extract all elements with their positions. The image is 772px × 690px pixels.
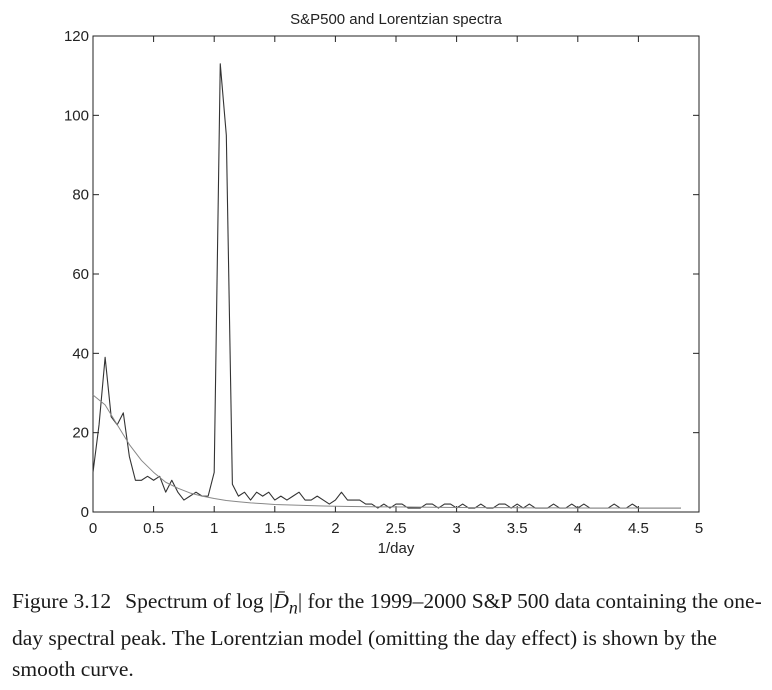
figure-caption: Figure 3.12 Spectrum of log |D̄n| for the… — [12, 586, 764, 685]
figure-number: Figure 3.12 — [12, 589, 112, 613]
y-tick-label: 60 — [72, 266, 89, 283]
y-tick-label: 100 — [64, 107, 89, 124]
spectrum-chart: S&P500 and Lorentzian spectra 0 0.5 1 1.5 2 2… — [64, 11, 703, 557]
lorentzian-curve — [92, 394, 681, 509]
x-tick-label: 1 — [210, 520, 218, 537]
x-tick-labels: 0 0.5 1 1.5 2 2.5 3 3.5 4 4.5 5 — [89, 520, 703, 537]
x-axis-label: 1/day — [378, 540, 415, 557]
x-tick-label: 2.5 — [386, 520, 407, 537]
x-tick-label: 3 — [452, 520, 460, 537]
y-tick-label: 20 — [72, 425, 89, 442]
y-tick-label: 120 — [64, 28, 89, 45]
x-tick-label: 1.5 — [264, 520, 285, 537]
x-tick-label: 5 — [695, 520, 703, 537]
plot-frame — [92, 35, 700, 513]
chart-title: S&P500 and Lorentzian spectra — [290, 11, 502, 28]
x-tick-label: 4 — [574, 520, 582, 537]
series-group — [92, 63, 681, 509]
x-tick-label: 3.5 — [507, 520, 528, 537]
x-tick-label: 2 — [331, 520, 339, 537]
y-tick-label: 0 — [81, 504, 89, 521]
sp500-spectrum-line — [92, 63, 681, 509]
y-tick-labels: 0 20 40 60 80 100 120 — [64, 28, 89, 521]
y-tick-label: 80 — [72, 187, 89, 204]
caption-math-symbol: D̄ — [273, 589, 289, 613]
caption-text-before: Spectrum of log | — [125, 589, 274, 613]
caption-text-after: | for the 1999–2000 S&P 500 data contain… — [12, 589, 762, 682]
caption-math-subscript: n — [288, 597, 298, 618]
x-tick-label: 4.5 — [628, 520, 649, 537]
x-tick-label: 0.5 — [143, 520, 164, 537]
y-tick-label: 40 — [72, 345, 89, 362]
axis-ticks — [92, 35, 700, 513]
x-tick-label: 0 — [89, 520, 97, 537]
